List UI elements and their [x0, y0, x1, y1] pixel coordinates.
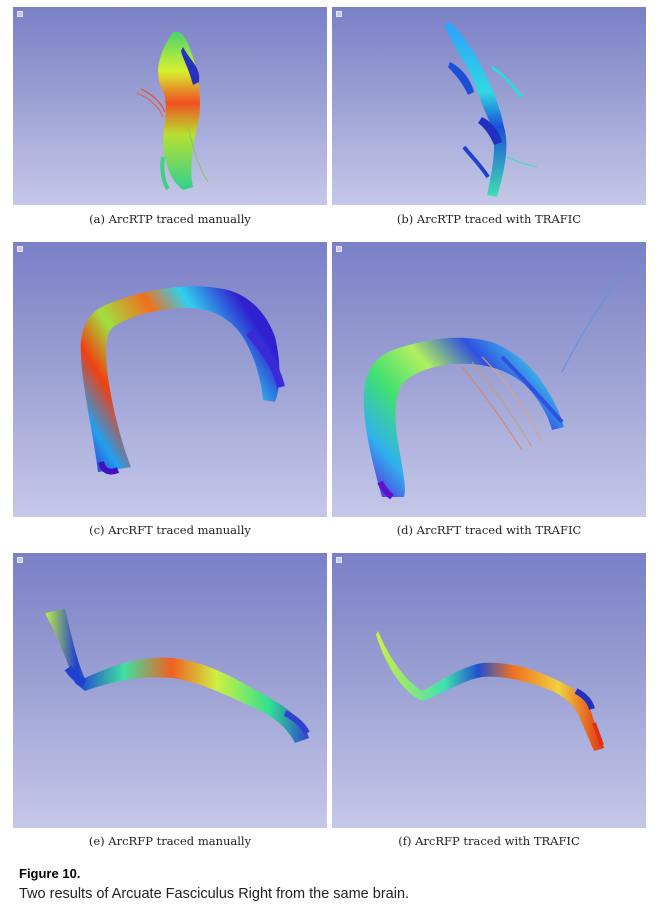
fiber-tract-render-f: [376, 631, 604, 751]
figure-label: Figure 10.: [19, 866, 81, 881]
viewer-corner-marker: [336, 246, 342, 252]
fiber-tract-render-d: [363, 266, 628, 500]
panel-caption-d: (d) ArcRFT traced with TRAFIC: [396, 523, 582, 537]
image-panel-d: [332, 242, 646, 517]
viewer-corner-marker: [336, 557, 342, 563]
viewer-corner-marker: [17, 246, 23, 252]
viewer-corner-marker: [17, 557, 23, 563]
fiber-tract-render-b: [444, 22, 538, 197]
panel-caption-c: (c) ArcRFT traced manually: [89, 523, 251, 537]
panel-caption-b: (b) ArcRTP traced with TRAFIC: [396, 212, 582, 226]
image-panel-e: [13, 553, 327, 828]
image-panel-f: [332, 553, 646, 828]
panel-caption-a: (a) ArcRTP traced manually: [89, 212, 251, 226]
fiber-tract-render-c: [80, 286, 285, 475]
panel-caption-f: (f) ArcRFP traced with TRAFIC: [398, 834, 580, 848]
figure-description: Two results of Arcuate Fasciculus Right …: [19, 886, 410, 902]
fiber-tract-render-a: [136, 31, 209, 191]
image-panel-c: [13, 242, 327, 517]
image-panel-a: [13, 7, 327, 205]
viewer-corner-marker: [336, 11, 342, 17]
fiber-tract-render-e: [45, 609, 310, 743]
viewer-corner-marker: [17, 11, 23, 17]
image-panel-b: [332, 7, 646, 205]
panel-caption-e: (e) ArcRFP traced manually: [88, 834, 252, 848]
